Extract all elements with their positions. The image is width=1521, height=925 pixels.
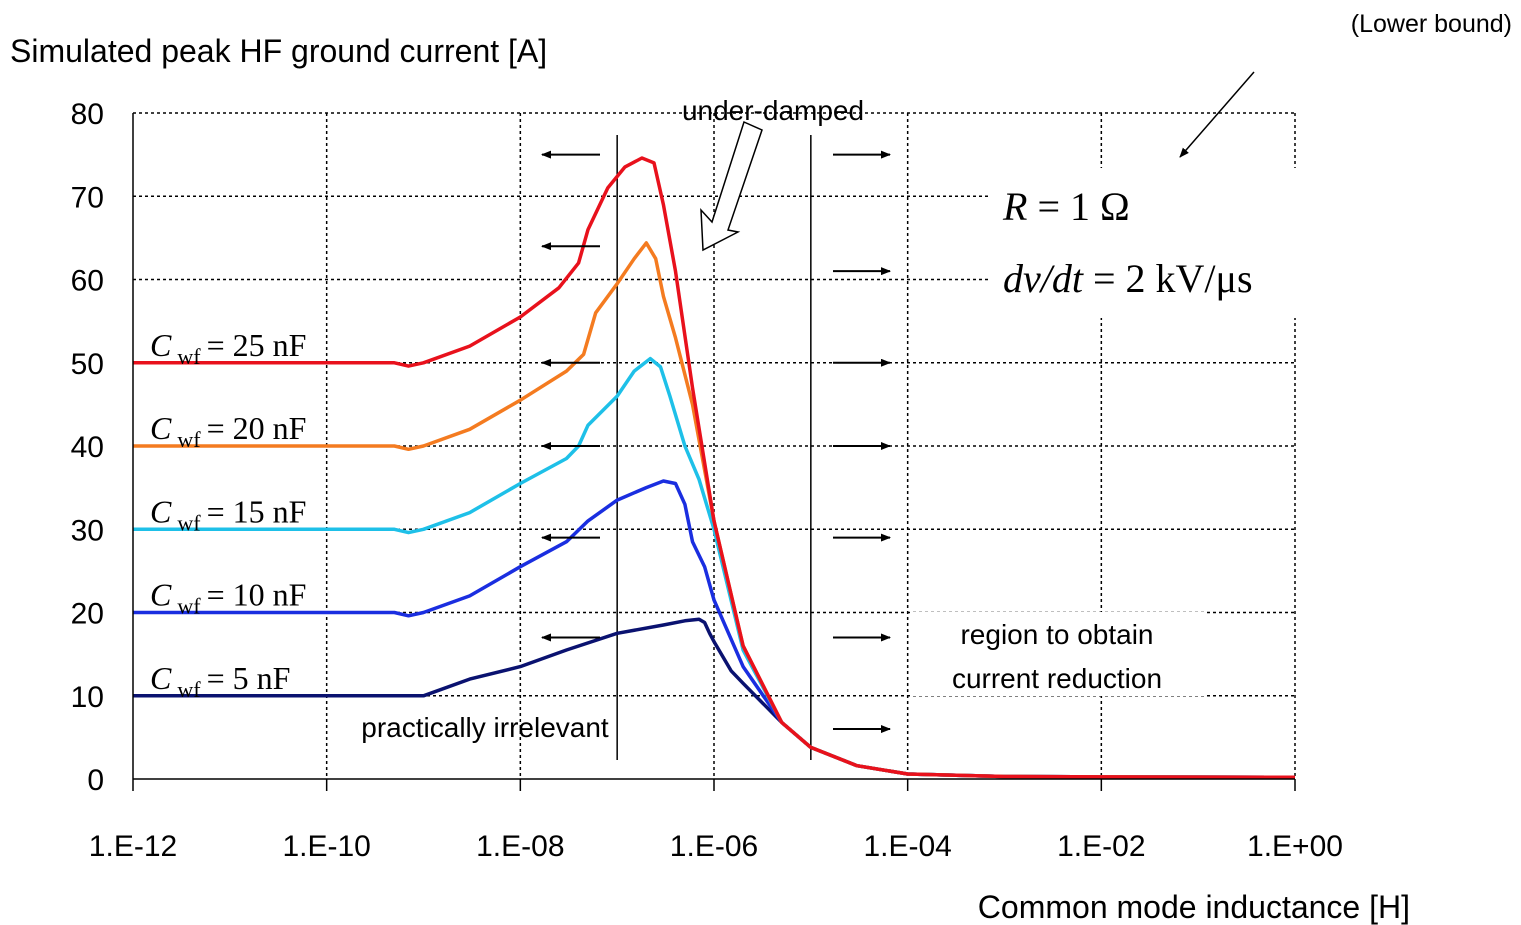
y-tick-label: 70	[71, 181, 104, 214]
x-tick-label: 1.E-08	[476, 830, 564, 863]
region-boundaries	[616, 135, 812, 760]
lower-bound-label: (Lower bound)	[1351, 10, 1512, 38]
series-line	[133, 156, 1296, 780]
x-tick-label: 1.E-10	[282, 830, 370, 863]
param-dvdt: dv/dt = 2 kV/μs	[1003, 256, 1253, 301]
region-label-line2: current reduction	[952, 663, 1162, 694]
y-tick-label: 60	[71, 265, 104, 298]
underdamped-hollow-arrow	[700, 120, 763, 252]
param-box-bg	[990, 168, 1355, 318]
y-tick-label: 20	[71, 598, 104, 631]
param-r-var: R	[1002, 184, 1027, 229]
y-tick-label: 10	[71, 681, 104, 714]
underdamped-label: under-damped	[682, 95, 864, 126]
x-tick-label: 1.E+00	[1247, 830, 1343, 863]
y-tick-label: 50	[71, 348, 104, 381]
param-dvdt-var: dv/dt	[1003, 256, 1084, 301]
y-tick-label: 80	[71, 98, 104, 131]
x-axis-title: Common mode inductance [H]	[978, 889, 1410, 925]
lower-bound-arrow	[1179, 71, 1255, 158]
region-label-bg	[912, 612, 1204, 696]
y-tick-label: 0	[87, 764, 104, 797]
y-tick-label: 30	[71, 514, 104, 547]
param-r-value: = 1 Ω	[1037, 184, 1129, 229]
x-tick-label: 1.E-04	[863, 830, 951, 863]
region-arrows	[541, 150, 891, 734]
series-lines	[133, 156, 1296, 780]
x-tick-label: 1.E-12	[89, 830, 177, 863]
y-tick-label: 40	[71, 431, 104, 464]
region-label-line1: region to obtain	[960, 619, 1153, 650]
param-r: R = 1 Ω	[1002, 184, 1130, 229]
irrelevant-label: practically irrelevant	[361, 712, 609, 743]
y-axis-title: Simulated peak HF ground current [A]	[10, 33, 547, 69]
x-tick-label: 1.E-02	[1057, 830, 1145, 863]
param-dvdt-value: = 2 kV/μs	[1093, 256, 1253, 301]
x-tick-label: 1.E-06	[670, 830, 758, 863]
axes: 0 10 20 30 40 50 60 70 80 1.E-12 1.E-10 1.E-08 1.E-0…	[71, 98, 1343, 863]
